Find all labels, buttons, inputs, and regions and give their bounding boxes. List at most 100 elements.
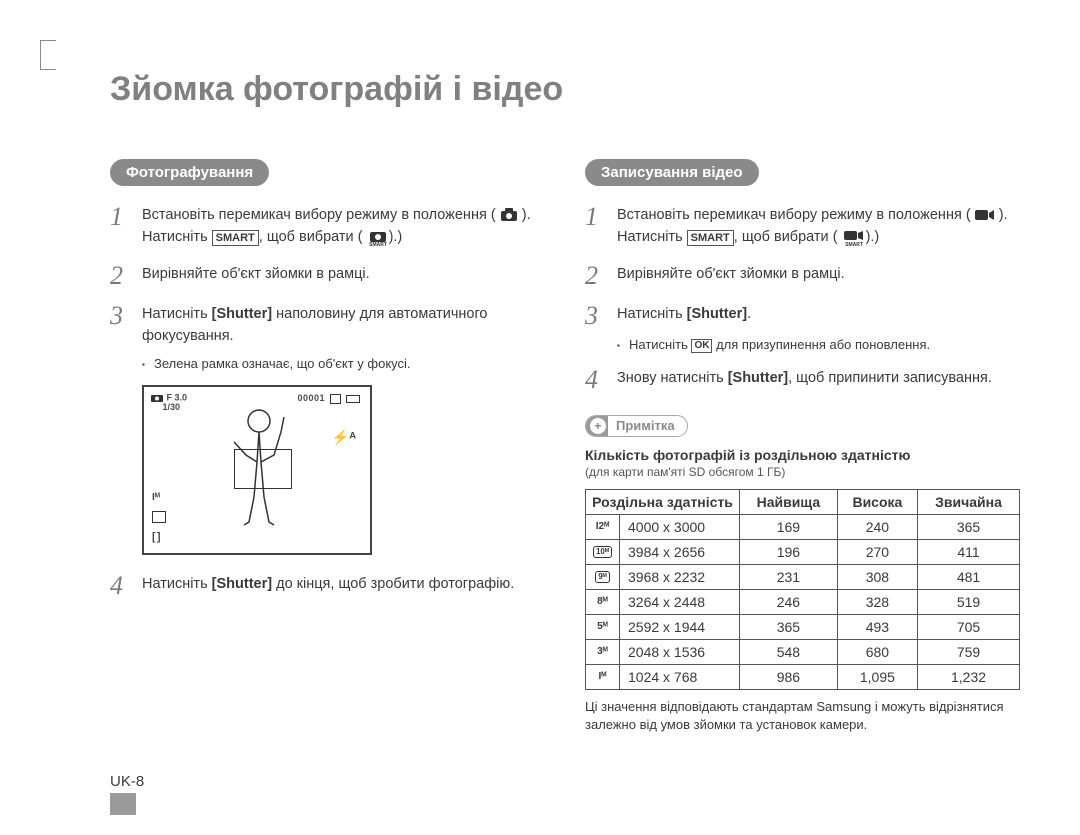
table-header: Роздільна здатність <box>586 489 740 514</box>
resolution-value: 2048 x 1536 <box>620 639 740 664</box>
step-text: Натисніть [Shutter] наполовину для автом… <box>142 303 545 348</box>
resolution-value: 4000 x 3000 <box>620 514 740 539</box>
crop-mark <box>40 40 56 70</box>
table-cell: 1,095 <box>837 664 917 689</box>
table-cell: 548 <box>740 639 838 664</box>
step-1: 1 Встановіть перемикач вибору режиму в п… <box>585 204 1020 249</box>
step-4: 4 Знову натисніть [Shutter], щоб припини… <box>585 367 1020 393</box>
table-row: 3ᴹ2048 x 1536548680759 <box>586 639 1020 664</box>
step-number: 3 <box>110 303 142 329</box>
resolution-value: 3968 x 2232 <box>620 564 740 589</box>
table-cell: 328 <box>837 589 917 614</box>
step-4: 4 Натисніть [Shutter] до кінця, щоб зроб… <box>110 573 545 599</box>
disclaimer-text: Ці значення відповідають стандартам Sams… <box>585 698 1020 734</box>
smart-button-label: SMART <box>212 230 259 246</box>
preview-exposure: F 3.0 1/30 <box>150 393 187 413</box>
table-cell: 1,232 <box>918 664 1020 689</box>
resolution-value: 2592 x 1944 <box>620 614 740 639</box>
step-number: 2 <box>585 263 617 289</box>
note-subtitle: (для карти пам'яті SD обсягом 1 ГБ) <box>585 465 1020 479</box>
table-cell: 481 <box>918 564 1020 589</box>
preview-left-icons: Iᴹ [ ] <box>152 492 166 543</box>
sd-icon <box>330 394 341 404</box>
step-2: 2 Вирівняйте об'єкт зйомки в рамці. <box>585 263 1020 289</box>
bullet-note: Натисніть OK для призупинення або поновл… <box>617 337 1020 353</box>
preview-status-icons: 00001 <box>297 393 360 404</box>
step-number: 1 <box>110 204 142 230</box>
photo-column: Фотографування 1 Встановіть перемикач ви… <box>110 159 545 734</box>
table-cell: 196 <box>740 539 838 564</box>
page-title: Зйомка фотографій і відео <box>110 70 1020 109</box>
step-number: 3 <box>585 303 617 329</box>
section-heading-video: Записування відео <box>585 159 759 186</box>
focus-rectangle <box>234 449 292 489</box>
step-number: 2 <box>110 263 142 289</box>
step-1: 1 Встановіть перемикач вибору режиму в п… <box>110 204 545 249</box>
smart-video-icon: SMART <box>842 230 866 246</box>
step-text: Встановіть перемикач вибору режиму в пол… <box>142 204 545 249</box>
resolution-icon: 5ᴹ <box>586 614 620 639</box>
table-cell: 759 <box>918 639 1020 664</box>
resolution-icon: 8ᴹ <box>586 589 620 614</box>
table-cell: 493 <box>837 614 917 639</box>
table-row: 9ᴹ3968 x 2232231308481 <box>586 564 1020 589</box>
resolution-value: 3264 x 2448 <box>620 589 740 614</box>
video-column: Записування відео 1 Встановіть перемикач… <box>585 159 1020 734</box>
table-header: Найвища <box>740 489 838 514</box>
resolution-icon: I2ᴹ <box>586 514 620 539</box>
step-text: Вирівняйте об'єкт зйомки в рамці. <box>617 263 1020 285</box>
step-number: 1 <box>585 204 617 230</box>
note-title: Кількість фотографій із роздільною здатн… <box>585 447 1020 463</box>
step-3: 3 Натисніть [Shutter]. <box>585 303 1020 329</box>
resolution-value: 3984 x 2656 <box>620 539 740 564</box>
step-text: Вирівняйте об'єкт зйомки в рамці. <box>142 263 545 285</box>
table-cell: 519 <box>918 589 1020 614</box>
plus-icon: + <box>590 418 606 434</box>
ok-button-label: OK <box>691 339 712 353</box>
resolution-icon: 10ᴹ <box>586 539 620 564</box>
smart-camera-icon: SMART <box>367 230 389 246</box>
table-row: 10ᴹ3984 x 2656196270411 <box>586 539 1020 564</box>
step-text: Натисніть [Shutter]. <box>617 303 1020 325</box>
resolution-icon: 3ᴹ <box>586 639 620 664</box>
table-row: 8ᴹ3264 x 2448246328519 <box>586 589 1020 614</box>
smart-button-label: SMART <box>687 230 734 246</box>
table-cell: 246 <box>740 589 838 614</box>
svg-text:SMART: SMART <box>845 242 863 246</box>
table-row: I2ᴹ4000 x 3000169240365 <box>586 514 1020 539</box>
camera-preview-illustration: F 3.0 1/30 00001 ⚡ᴬ Iᴹ [ ] <box>142 385 372 555</box>
resolution-table: Роздільна здатність Найвища Висока Звича… <box>585 489 1020 690</box>
table-cell: 169 <box>740 514 838 539</box>
table-cell: 705 <box>918 614 1020 639</box>
step-2: 2 Вирівняйте об'єкт зйомки в рамці. <box>110 263 545 289</box>
step-text: Встановіть перемикач вибору режиму в пол… <box>617 204 1020 249</box>
step-number: 4 <box>585 367 617 393</box>
table-cell: 411 <box>918 539 1020 564</box>
table-cell: 680 <box>837 639 917 664</box>
table-cell: 231 <box>740 564 838 589</box>
table-cell: 308 <box>837 564 917 589</box>
table-cell: 240 <box>837 514 917 539</box>
flash-icon: ⚡ᴬ <box>332 429 356 446</box>
table-cell: 986 <box>740 664 838 689</box>
step-3: 3 Натисніть [Shutter] наполовину для авт… <box>110 303 545 348</box>
table-header: Висока <box>837 489 917 514</box>
bullet-note: Зелена рамка означає, що об'єкт у фокусі… <box>142 356 545 371</box>
step-number: 4 <box>110 573 142 599</box>
af-bracket-icon: [ ] <box>152 531 166 543</box>
video-icon <box>975 209 995 221</box>
table-cell: 365 <box>740 614 838 639</box>
table-header: Звичайна <box>918 489 1020 514</box>
step-text: Натисніть [Shutter] до кінця, щоб зробит… <box>142 573 545 595</box>
battery-icon <box>346 395 360 403</box>
resolution-icon: 9ᴹ <box>586 564 620 589</box>
step-text: Знову натисніть [Shutter], щоб припинити… <box>617 367 1020 389</box>
resolution-value: 1024 x 768 <box>620 664 740 689</box>
card-icon <box>152 511 166 523</box>
page-content: Зйомка фотографій і відео Фотографування… <box>0 0 1080 764</box>
table-row: 5ᴹ2592 x 1944365493705 <box>586 614 1020 639</box>
page-number: UK-8 <box>110 773 144 815</box>
note-badge: + Примітка <box>585 415 688 437</box>
table-cell: 365 <box>918 514 1020 539</box>
svg-text:SMART: SMART <box>369 242 387 246</box>
